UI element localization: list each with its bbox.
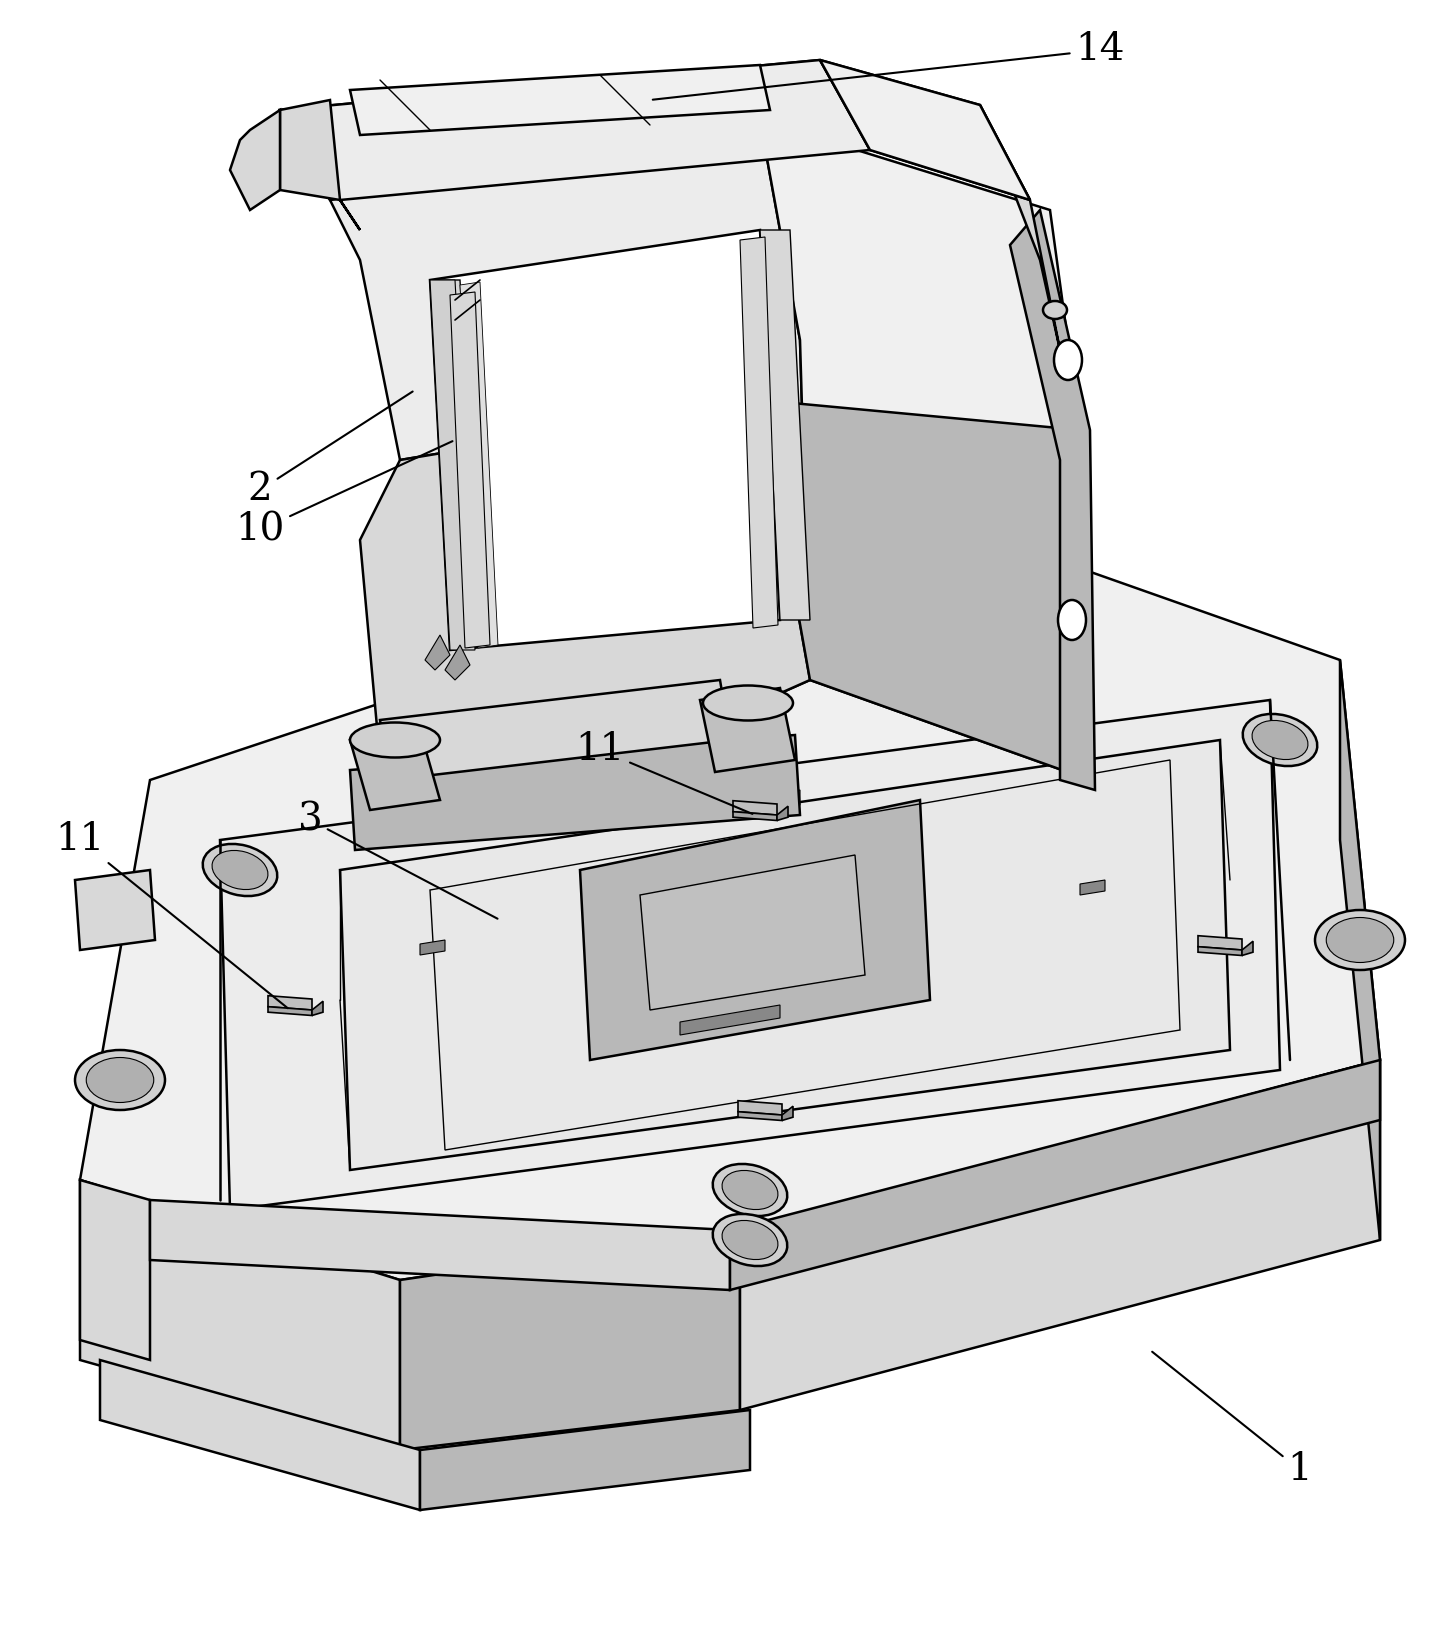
Polygon shape [1080, 881, 1105, 895]
Ellipse shape [202, 844, 278, 895]
Text: 11: 11 [55, 821, 288, 1008]
Ellipse shape [86, 1057, 154, 1102]
Ellipse shape [76, 1051, 164, 1110]
Ellipse shape [702, 686, 792, 720]
Polygon shape [733, 811, 776, 821]
Ellipse shape [1043, 301, 1067, 319]
Ellipse shape [723, 1171, 778, 1209]
Polygon shape [449, 292, 490, 648]
Polygon shape [281, 59, 820, 200]
Polygon shape [730, 1061, 1380, 1290]
Polygon shape [760, 121, 1090, 780]
Ellipse shape [1054, 340, 1082, 380]
Polygon shape [776, 806, 788, 821]
Polygon shape [150, 1199, 730, 1290]
Polygon shape [1198, 947, 1242, 955]
Polygon shape [313, 1001, 323, 1016]
Polygon shape [699, 687, 795, 771]
Polygon shape [268, 996, 313, 1009]
Polygon shape [340, 740, 1230, 1170]
Polygon shape [1242, 942, 1253, 955]
Ellipse shape [1059, 600, 1086, 639]
Polygon shape [740, 236, 778, 628]
Polygon shape [80, 540, 1380, 1280]
Polygon shape [76, 871, 156, 950]
Polygon shape [733, 801, 776, 814]
Polygon shape [350, 730, 441, 809]
Text: 10: 10 [236, 441, 452, 548]
Polygon shape [1341, 661, 1380, 1241]
Polygon shape [1198, 935, 1242, 950]
Polygon shape [739, 1112, 782, 1120]
Polygon shape [760, 400, 1090, 780]
Polygon shape [281, 59, 869, 200]
Text: 2: 2 [247, 392, 413, 509]
Ellipse shape [1314, 910, 1405, 970]
Ellipse shape [712, 1214, 787, 1265]
Ellipse shape [1243, 714, 1317, 767]
Polygon shape [420, 1411, 750, 1510]
Polygon shape [330, 121, 810, 720]
Polygon shape [820, 59, 1029, 200]
Ellipse shape [712, 1165, 787, 1216]
Ellipse shape [212, 851, 268, 889]
Polygon shape [699, 790, 800, 819]
Polygon shape [400, 1231, 740, 1450]
Polygon shape [220, 700, 1280, 1209]
Polygon shape [820, 59, 1029, 200]
Polygon shape [445, 644, 470, 681]
Polygon shape [361, 400, 810, 760]
Text: 11: 11 [576, 732, 752, 814]
Polygon shape [459, 282, 499, 648]
Ellipse shape [350, 722, 441, 758]
Polygon shape [430, 230, 779, 649]
Polygon shape [430, 279, 480, 649]
Polygon shape [782, 1107, 792, 1120]
Polygon shape [80, 1180, 400, 1450]
Polygon shape [760, 230, 810, 620]
Polygon shape [430, 279, 475, 649]
Text: 1: 1 [1152, 1351, 1313, 1488]
Polygon shape [740, 1061, 1380, 1411]
Polygon shape [281, 101, 340, 200]
Polygon shape [425, 634, 449, 671]
Polygon shape [350, 735, 800, 851]
Polygon shape [281, 111, 361, 230]
Ellipse shape [723, 1221, 778, 1259]
Polygon shape [350, 64, 771, 135]
Polygon shape [100, 1360, 420, 1510]
Text: 14: 14 [653, 31, 1125, 99]
Polygon shape [640, 856, 865, 1009]
Polygon shape [80, 1180, 150, 1360]
Polygon shape [1011, 210, 1095, 790]
Polygon shape [268, 1006, 313, 1016]
Text: 3: 3 [298, 801, 497, 919]
Polygon shape [379, 681, 730, 780]
Polygon shape [680, 1004, 779, 1036]
Polygon shape [739, 1100, 782, 1115]
Ellipse shape [1252, 720, 1309, 760]
Polygon shape [980, 106, 1060, 350]
Polygon shape [580, 800, 931, 1061]
Polygon shape [420, 940, 445, 955]
Polygon shape [230, 111, 281, 210]
Ellipse shape [1326, 917, 1394, 963]
